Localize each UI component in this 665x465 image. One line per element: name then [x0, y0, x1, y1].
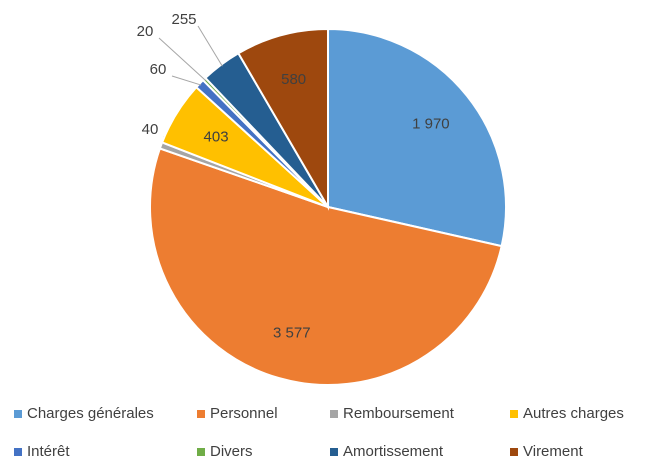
legend-swatch: [330, 410, 338, 418]
data-label: 403: [204, 129, 229, 146]
pie-slice: [236, 27, 329, 211]
legend-label: Virement: [523, 443, 584, 460]
data-label: 40: [142, 121, 159, 138]
data-label: 60: [150, 61, 167, 78]
legend-swatch: [510, 448, 518, 456]
leader-line: [197, 25, 223, 67]
pie-slice: [327, 27, 507, 248]
legend-swatch: [330, 448, 338, 456]
legend-swatch: [14, 448, 22, 456]
leader-line: [171, 75, 202, 86]
legend-label: Divers: [210, 443, 253, 460]
legend-swatch: [510, 410, 518, 418]
data-label: 580: [281, 71, 306, 88]
data-label: 20: [137, 23, 154, 40]
legend-swatch: [197, 448, 205, 456]
legend-label: Charges générales: [27, 405, 154, 422]
data-label: 1 970: [412, 116, 450, 133]
legend-label: Intérêt: [27, 443, 70, 460]
legend-swatch: [14, 410, 22, 418]
legend-swatch: [197, 410, 205, 418]
data-label: 3 577: [273, 325, 311, 342]
data-label: 255: [171, 11, 196, 28]
pie-slice: [149, 147, 503, 386]
legend-label: Amortissement: [343, 443, 444, 460]
legend-label: Personnel: [210, 405, 278, 422]
legend-label: Autres charges: [523, 405, 624, 422]
legend-label: Remboursement: [343, 405, 455, 422]
leader-line: [158, 37, 206, 81]
